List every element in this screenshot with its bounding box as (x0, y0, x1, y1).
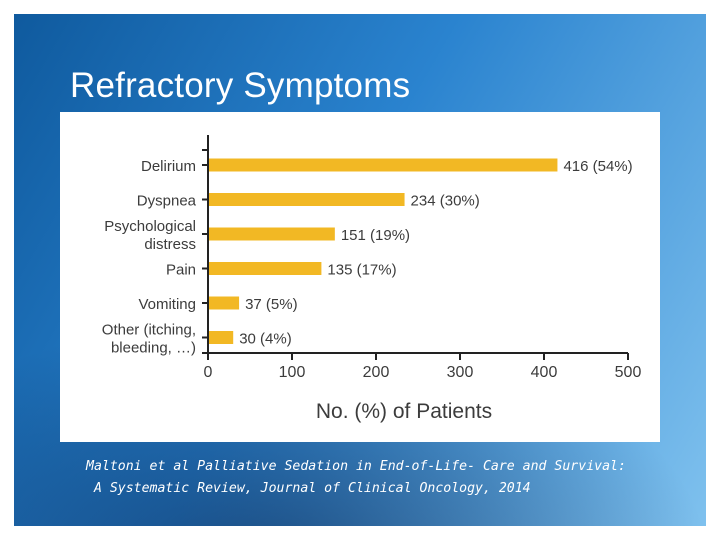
data-label: 416 (54%) (563, 158, 632, 175)
x-axis-title: No. (%) of Patients (316, 400, 492, 423)
category-label: Psychological (104, 218, 196, 235)
citation: Maltoni et al Palliative Sedation in End… (86, 456, 626, 500)
bar (209, 296, 240, 310)
x-tick-label: 400 (531, 364, 558, 381)
bar (209, 193, 405, 206)
x-tick-label: 100 (279, 364, 306, 381)
x-tick-label: 300 (447, 364, 474, 381)
category-label: Other (itching, (102, 322, 196, 339)
citation-line-2: A Systematic Review, Journal of Clinical… (86, 481, 531, 496)
category-label: distress (144, 236, 196, 253)
bar (209, 262, 322, 275)
category-label: Delirium (141, 158, 196, 175)
bar-chart: 0 100 200 300 400 500 416 (54%) Delirium 234 (30… (102, 135, 642, 423)
bar (209, 158, 558, 172)
data-label: 151 (19%) (341, 227, 410, 244)
x-tick-label: 0 (204, 364, 213, 381)
category-label: Pain (166, 262, 196, 279)
x-tick-label: 500 (615, 364, 642, 381)
data-label: 37 (5%) (245, 296, 298, 313)
x-tick-label: 200 (363, 364, 390, 381)
category-label: bleeding, …) (111, 340, 196, 357)
data-label: 30 (4%) (239, 331, 292, 348)
category-label: Vomiting (138, 296, 196, 313)
bar (209, 331, 234, 344)
data-label: 234 (30%) (411, 193, 480, 210)
data-label: 135 (17%) (327, 262, 396, 279)
slide-title: Refractory Symptoms (70, 66, 411, 105)
bar (209, 227, 335, 241)
citation-line-1: Maltoni et al Palliative Sedation in End… (86, 459, 626, 474)
category-label: Dyspnea (137, 193, 197, 210)
chart-panel: 0 100 200 300 400 500 416 (54%) Delirium 234 (30… (60, 112, 660, 442)
